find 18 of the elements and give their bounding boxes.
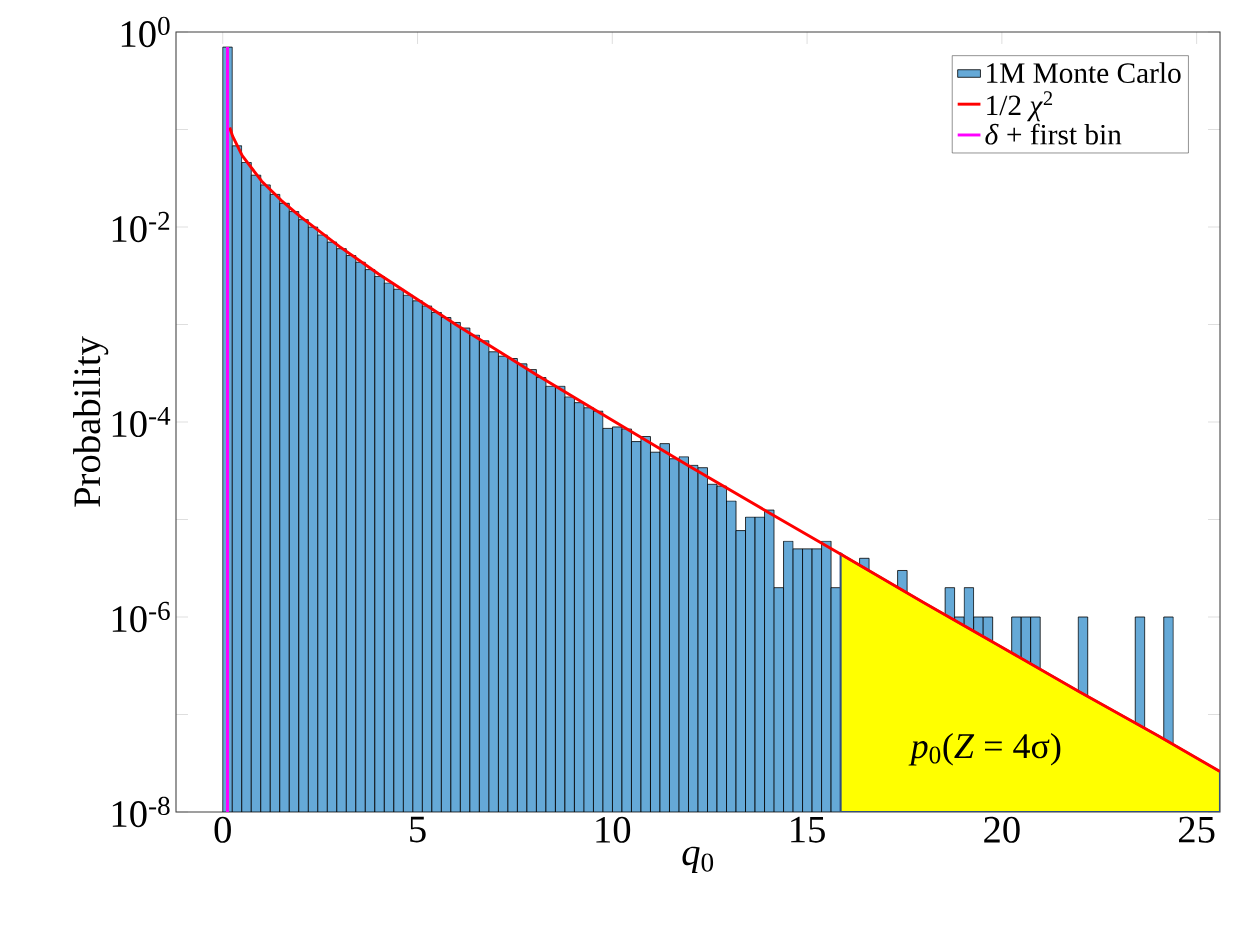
x-tick-label: 0 bbox=[214, 816, 231, 843]
y-tick-label: 10$^{-6}$ bbox=[112, 601, 170, 633]
x-tick-label: 25 bbox=[1178, 816, 1215, 843]
legend-label: 1/2 χ$^{2}$ bbox=[987, 91, 1053, 122]
x-tick-label: 20 bbox=[984, 816, 1020, 843]
line-series bbox=[228, 125, 1221, 774]
x-tick-label: 15 bbox=[791, 816, 825, 843]
y-tick-label: 10$^{-4}$ bbox=[112, 406, 171, 438]
x-tick-label: 10 bbox=[596, 816, 631, 843]
x-tick-label: 5 bbox=[410, 816, 426, 843]
x-axis-title: q$_{0}$ bbox=[682, 846, 714, 874]
legend-label: 1M Monte Carlo bbox=[987, 62, 1181, 83]
y-tick-label: 10$^{-2}$ bbox=[112, 211, 170, 243]
y-tick-label: 10$^{-8}$ bbox=[112, 796, 170, 828]
y-axis-title: Probability bbox=[73, 336, 109, 507]
annotation: p$_{0}$(Z = 4σ) bbox=[908, 732, 1061, 766]
legend-label: δ + first bin bbox=[985, 123, 1122, 145]
y-tick-label: 10$^{0}$ bbox=[121, 16, 170, 48]
